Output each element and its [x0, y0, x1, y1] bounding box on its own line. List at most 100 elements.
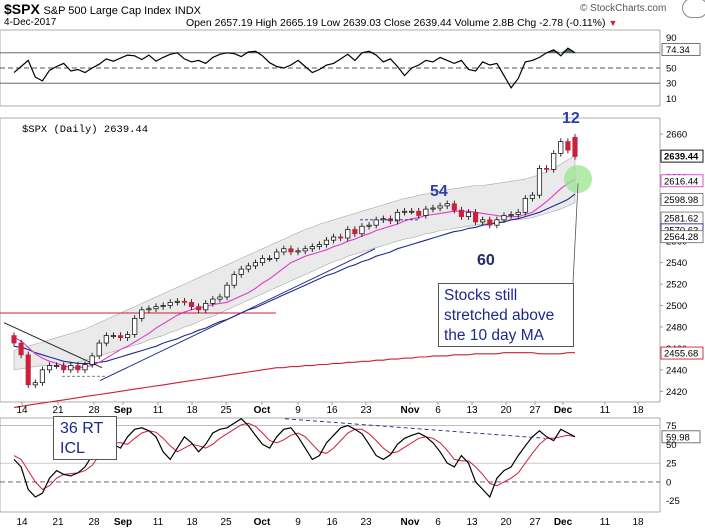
price-value-label: 2581.62 [664, 214, 698, 225]
candle [25, 354, 31, 386]
uptrend-line [99, 248, 376, 382]
price-value-label: 2616.44 [664, 176, 698, 187]
ma10-line [13, 178, 576, 369]
candle [437, 205, 443, 209]
candle [366, 224, 372, 227]
rsi-tick-label: 90 [666, 33, 677, 44]
candle [536, 168, 543, 196]
price-value-box [660, 193, 704, 206]
candle [522, 198, 528, 213]
x-tick-label: 18 [186, 405, 198, 416]
price-value-box [660, 230, 704, 244]
x-tick-label: 14 [16, 405, 28, 416]
candle [487, 219, 493, 226]
x-axis: 14 14 21 21 28 28 Sep Sep 11 11 18 18 25 25 Oct Oct 9 9 16… [16, 402, 644, 528]
candle [203, 303, 209, 311]
ma20-line [13, 193, 576, 364]
candle [473, 211, 479, 223]
candle [501, 215, 507, 221]
price-tick-label: 2520 [666, 280, 687, 291]
rsi-line [13, 47, 576, 89]
x-tick-label-bottom: 18 [186, 517, 198, 528]
candle [252, 262, 258, 267]
candle [316, 244, 322, 247]
stoch-tick-label: 75 [666, 421, 677, 432]
x-tick-label: 20 [500, 405, 512, 416]
candle [217, 296, 223, 300]
candle [494, 219, 500, 226]
price-value-box [660, 346, 704, 360]
stoch-tick-label: 25 [666, 459, 677, 470]
highlight-circle [564, 165, 592, 194]
stoch-tick-label: 59.98 [666, 432, 690, 443]
x-tick-label: Oct [254, 405, 271, 416]
x-tick-label-bottom: 23 [360, 517, 372, 528]
candle [82, 364, 88, 371]
candle [529, 194, 535, 199]
x-tick-label-bottom: 25 [220, 517, 232, 528]
down-arrow-icon: ▼ [608, 18, 618, 28]
x-tick-label: 21 [52, 405, 64, 416]
candle [465, 211, 472, 217]
price-title: $SPX (Daily) 2639.44 [22, 124, 148, 136]
candle [11, 335, 17, 344]
count-12-label: 12 [562, 110, 580, 127]
x-tick-label-bottom: 27 [529, 517, 541, 528]
candle [259, 258, 266, 264]
x-tick-label: 11 [153, 405, 164, 416]
x-tick-label-bottom: 18 [632, 517, 644, 528]
stretched-note-line-3: the 10 day MA [444, 327, 544, 344]
x-tick-label: Sep [114, 405, 132, 416]
x-tick-label: 9 [295, 405, 301, 416]
candle [210, 298, 216, 304]
x-tick-label: Dec [554, 405, 573, 416]
chart-date: 4-Dec-2017 [4, 17, 57, 28]
candle [331, 236, 337, 241]
x-tick-label: Nov [401, 405, 420, 416]
candle [352, 229, 358, 235]
candle [61, 365, 67, 371]
price-tick-label: 2500 [666, 301, 687, 312]
candle [96, 342, 102, 357]
symbol: $SPX [4, 1, 40, 17]
candle [359, 225, 365, 235]
candle [416, 210, 422, 216]
candle [89, 355, 95, 365]
price-value-label: 2564.28 [664, 232, 698, 243]
price-panel: $SPX (Daily) 2639.4426602640262026002580… [0, 110, 704, 408]
candle [68, 365, 74, 371]
candle [46, 365, 53, 371]
candle [139, 309, 145, 319]
candle [508, 214, 514, 216]
candle [231, 274, 237, 286]
count-60-label: 60 [477, 252, 495, 269]
x-tick-label-bottom: 13 [466, 517, 478, 528]
stoch-last-value-box [661, 430, 701, 444]
rsi-last-value-box [661, 43, 701, 56]
rsi-tick-label: 74.34 [666, 45, 690, 56]
x-tick-label-bottom: 28 [88, 517, 100, 528]
x-tick-label-bottom: 21 [52, 517, 64, 528]
chart-header: $SPX S&P 500 Large Cap Index INDX [4, 1, 201, 17]
rt-icl-box: 36 RT ICL [53, 416, 117, 460]
candle [103, 335, 109, 344]
candle [125, 334, 131, 339]
stretched-note-line-2: stretched above [444, 307, 555, 324]
x-tick-label: 18 [632, 405, 644, 416]
stoch-tick-label: 50 [666, 440, 677, 451]
candle [544, 168, 550, 170]
x-tick-label-bottom: 6 [435, 517, 441, 528]
x-tick-label-bottom: 14 [16, 517, 28, 528]
x-tick-label-bottom: Dec [554, 517, 573, 528]
candle [309, 246, 315, 250]
candle [174, 300, 180, 303]
candle [18, 342, 24, 356]
candle [430, 207, 436, 210]
candle [423, 208, 429, 216]
rsi-tick-label: 10 [666, 94, 677, 105]
x-tick-label-bottom: Oct [254, 517, 271, 528]
candle [572, 136, 578, 157]
price-value-label: 2598.98 [664, 195, 698, 206]
rsi-tick-label: 30 [666, 79, 677, 90]
